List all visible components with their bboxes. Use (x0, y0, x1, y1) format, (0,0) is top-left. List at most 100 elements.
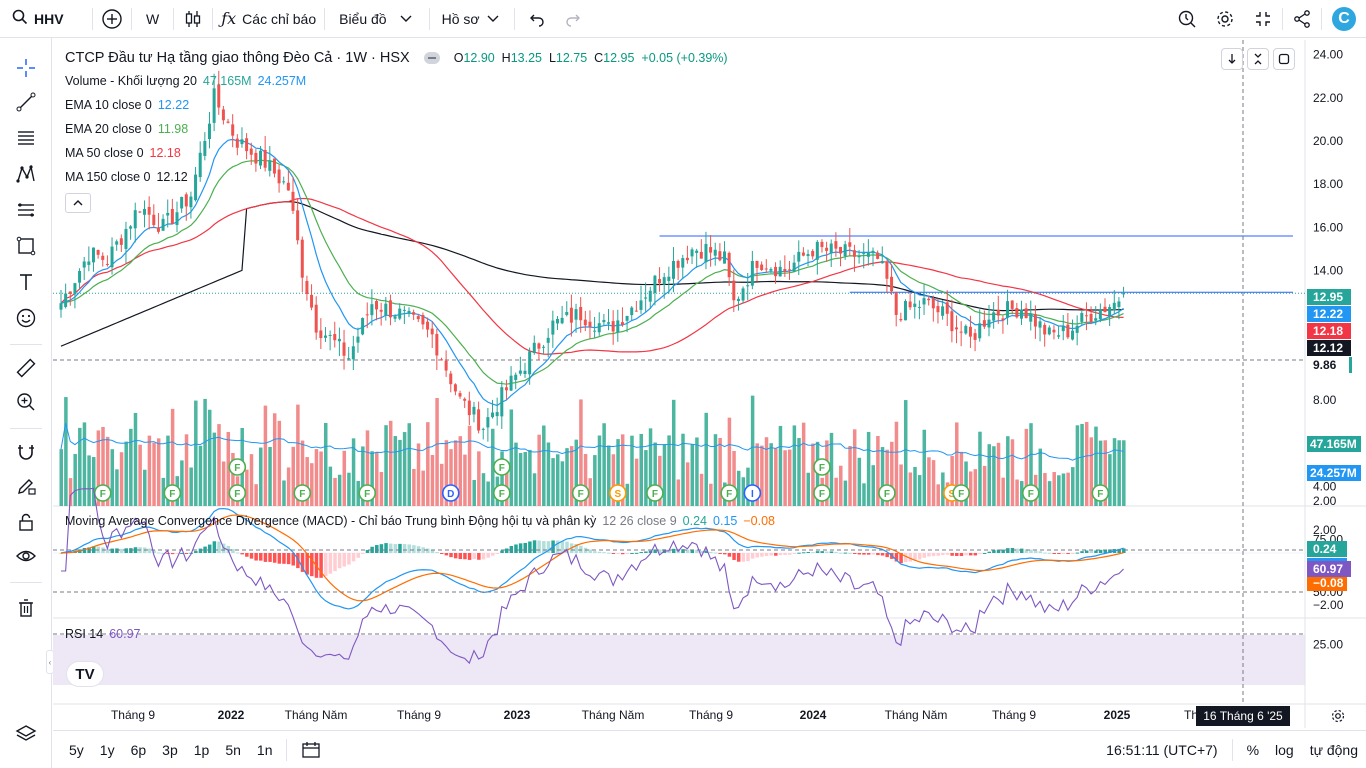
crosshair-tool[interactable] (8, 52, 44, 84)
pattern-tool[interactable] (8, 158, 44, 190)
lock-tool[interactable] (8, 506, 44, 538)
legend-rsi[interactable]: RSI 14 60.97 (65, 627, 141, 641)
macd-histogram-bar (778, 553, 783, 556)
profile-dropdown[interactable]: Hồ sơ (430, 0, 514, 38)
candle-body (1080, 313, 1084, 322)
range-3m[interactable]: 3p (162, 741, 178, 758)
macd-histogram-bar (866, 553, 871, 555)
chart-area[interactable]: F F F F F F D F F F S F F I F F F S F F F 24.00 22.00 20.00 18.0… (53, 40, 1366, 728)
candle-body (955, 327, 959, 330)
trend-line-tool[interactable] (8, 86, 44, 118)
interval-button[interactable]: W (146, 10, 160, 27)
maximize-icon (1278, 53, 1290, 65)
undo-button[interactable] (515, 0, 557, 38)
time-tick: Tháng 9 (111, 708, 155, 722)
macd-histogram-bar (852, 553, 857, 554)
fullscreen-button[interactable] (1244, 0, 1282, 38)
candle-body (894, 292, 898, 315)
macd-histogram-bar (444, 553, 449, 556)
shape-tool[interactable] (8, 230, 44, 262)
goto-date-button[interactable] (293, 731, 329, 768)
range-1y[interactable]: 1y (99, 741, 115, 758)
volume-bar (291, 446, 295, 506)
stay-drawing-tool[interactable] (8, 470, 44, 502)
settings-button[interactable] (1206, 0, 1244, 38)
macd-histogram-bar (198, 548, 203, 553)
candle-body (982, 320, 986, 327)
log-scale-toggle[interactable]: log (1275, 742, 1294, 758)
range-5d[interactable]: 5n (225, 741, 241, 758)
collapse-legend-button[interactable] (65, 193, 91, 213)
compare-button[interactable] (93, 0, 131, 38)
candle-body (370, 304, 374, 316)
fib-tool[interactable] (8, 122, 44, 154)
range-5y[interactable]: 5y (69, 741, 84, 758)
object-tree-button[interactable] (8, 718, 44, 750)
volume-bar (1043, 473, 1047, 506)
magnet-tool[interactable] (8, 436, 44, 468)
volume-label: 24.257M (1310, 466, 1357, 480)
candle-body (857, 256, 861, 258)
legend-volume[interactable]: Volume - Khối lượng 20 47.165M 24.257M (65, 74, 307, 88)
eye-icon (16, 550, 36, 562)
candle-body (245, 138, 249, 152)
move-down-button[interactable] (1221, 48, 1243, 70)
candle-body (375, 301, 379, 310)
zoom-tool[interactable] (8, 386, 44, 418)
alert-button[interactable] (1168, 0, 1206, 38)
emoji-tool[interactable] (8, 302, 44, 334)
volume-bar (64, 397, 68, 506)
macd-label-bg (1307, 541, 1347, 557)
chart-type-dropdown[interactable]: Biểu đồ (325, 0, 428, 38)
macd-histogram-bar (973, 553, 978, 556)
candle-body (950, 311, 954, 332)
event-marker-F (293, 484, 312, 502)
range-1m[interactable]: 1p (193, 741, 210, 758)
redo-button[interactable] (557, 0, 591, 38)
chart-style-button[interactable] (174, 0, 212, 38)
volume-bar (393, 436, 398, 506)
legend-ma50[interactable]: MA 50 close 0 12.18 (65, 146, 181, 160)
macd-histogram-bar (240, 553, 244, 555)
hide-series-icon[interactable] (423, 52, 440, 64)
macd-histogram-bar (296, 553, 300, 569)
volume-bar (1052, 472, 1056, 506)
percent-scale-toggle[interactable]: % (1246, 742, 1260, 758)
legend-ema10[interactable]: EMA 10 close 0 12.22 (65, 98, 190, 112)
macd-histogram-bar (268, 553, 272, 562)
macd-histogram-bar (542, 541, 546, 553)
volume-bar (634, 458, 639, 506)
tradingview-logo[interactable]: TV (67, 662, 103, 686)
share-button[interactable] (1283, 0, 1321, 38)
time-tick: 2024 (800, 708, 827, 722)
candle-body (504, 387, 508, 391)
candle-body (736, 298, 740, 302)
app-logo[interactable]: C (1322, 0, 1366, 38)
range-6m[interactable]: 6p (130, 741, 147, 758)
text-tool[interactable] (8, 266, 44, 298)
hide-drawings-tool[interactable] (8, 540, 44, 572)
forecast-tool[interactable] (8, 194, 44, 226)
legend-macd[interactable]: Moving Average Convergence Divergence (M… (65, 514, 775, 528)
measure-tool[interactable] (8, 352, 44, 384)
macd-histogram-bar (699, 551, 704, 553)
volume-bar (699, 473, 704, 506)
auto-scale-toggle[interactable]: tự động (1309, 742, 1358, 758)
range-1d[interactable]: 1n (256, 741, 273, 758)
chevron-down-icon (400, 15, 412, 22)
event-marker-label: F (234, 489, 240, 500)
volume-bar (880, 447, 885, 506)
clock-timezone[interactable]: 16:51:11 (UTC+7) (1106, 742, 1218, 758)
maximize-pane-button[interactable] (1273, 48, 1295, 70)
indicators-button[interactable]: ƒx Các chỉ báo (213, 0, 324, 38)
legend-ma150[interactable]: MA 150 close 0 12.12 (65, 170, 188, 184)
candle-body (444, 360, 448, 371)
remove-drawings-tool[interactable] (8, 592, 44, 624)
legend-ema20[interactable]: EMA 20 close 0 11.98 (65, 122, 189, 136)
collapse-pane-button[interactable] (1247, 48, 1269, 70)
symbol-search[interactable]: HHV (0, 0, 92, 38)
axis-settings-button[interactable] (1328, 706, 1348, 726)
chart-canvas[interactable]: F F FFF F D FFF S F F I FFF S F F F24.0022.0020.0018.0… (53, 40, 1366, 728)
macd-histogram-bar (495, 553, 500, 554)
candle-body (723, 251, 727, 264)
